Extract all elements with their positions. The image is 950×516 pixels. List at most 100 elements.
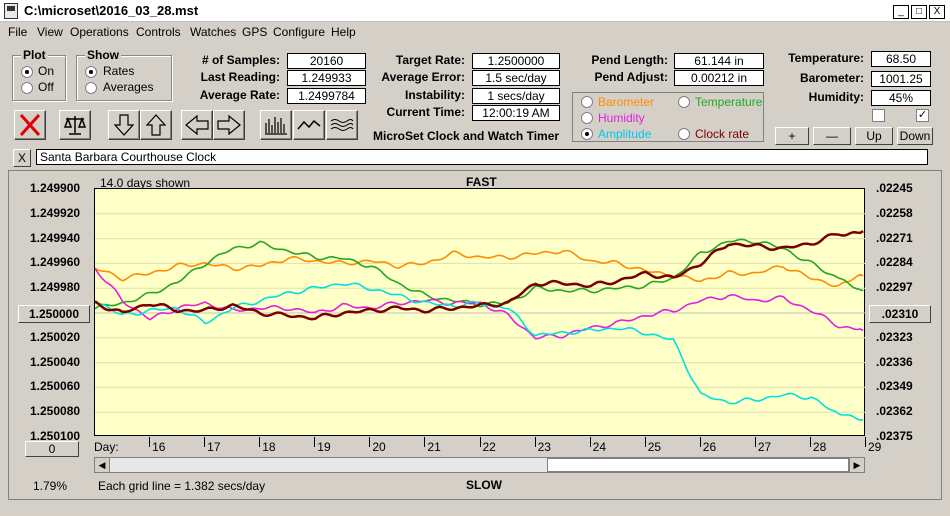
x-tick-label: 20 [372, 440, 386, 454]
x-tick-mark [424, 437, 426, 447]
x-tick-label: 24 [592, 440, 606, 454]
x-tick-label: 25 [647, 440, 662, 454]
plot-on-radio[interactable] [21, 66, 33, 78]
amplitude-radio[interactable] [581, 128, 593, 140]
y-right-tick: .02297 [876, 280, 913, 295]
series-line-2 [94, 268, 864, 340]
y-right-tick: .02336 [876, 354, 913, 369]
menu-help[interactable]: Help [331, 25, 356, 39]
samples-label: # of Samples: [201, 53, 280, 67]
barometer-label: Barometer: [799, 71, 864, 85]
x-tick-mark [204, 437, 206, 447]
x-tick-mark [809, 437, 811, 447]
scroll-thumb[interactable] [547, 458, 849, 472]
maximize-button[interactable]: □ [911, 5, 927, 19]
menu-file[interactable]: File [8, 25, 28, 39]
minimize-button[interactable]: _ [893, 5, 909, 19]
y-left-tick: 1.249900 [30, 181, 81, 195]
average-error-label: Average Error: [381, 70, 465, 84]
x-tick-mark [754, 437, 756, 447]
wave-plot-button[interactable] [326, 110, 358, 140]
amplitude-series-label: Amplitude [598, 127, 652, 141]
checkbox-right[interactable]: ✓ [916, 109, 929, 122]
arrow-left-button[interactable] [181, 110, 213, 140]
pend-length-label: Pend Length: [591, 53, 668, 67]
series-line-4 [94, 230, 864, 321]
x-tick-label: 22 [482, 440, 496, 454]
app-title-label: MicroSet Clock and Watch Timer [373, 129, 560, 143]
menu-operations[interactable]: Operations [70, 25, 129, 39]
plot-off-radio[interactable] [21, 82, 33, 94]
series-line-0 [94, 249, 864, 288]
minus-button[interactable]: — [813, 127, 851, 145]
balance-button[interactable] [59, 110, 91, 140]
y-left-tick: 1.250080 [30, 404, 81, 419]
temperature-label: Temperature: [788, 51, 864, 65]
clock-rate-radio[interactable] [678, 128, 690, 140]
y-left-tick: 1.250040 [30, 354, 81, 369]
days-shown-label: 14.0 days shown [100, 176, 191, 190]
scroll-left-arrow[interactable]: ◀ [95, 458, 110, 472]
line-plot-button[interactable] [293, 110, 325, 140]
red-x-icon [19, 113, 41, 137]
menu-configure[interactable]: Configure [273, 25, 326, 39]
x-tick-label: 17 [207, 440, 221, 454]
humidity-label: Humidity: [808, 90, 864, 104]
bar-plot-button[interactable] [260, 110, 292, 140]
menu-watches[interactable]: Watches [190, 25, 237, 39]
menu-view[interactable]: View [37, 25, 63, 39]
pend-adjust-label: Pend Adjust: [594, 70, 668, 84]
arrow-right-button[interactable] [213, 110, 245, 140]
x-tick-mark [369, 437, 371, 447]
x-tick-label: 21 [427, 440, 441, 454]
y-right-tick: .02349 [876, 379, 913, 394]
y-left-tick: 1.250100 [30, 429, 81, 443]
clear-clock-name-button[interactable]: X [13, 149, 31, 167]
show-rates-radio[interactable] [85, 66, 97, 78]
menu-gps[interactable]: GPS [242, 25, 268, 39]
arrow-up-icon [145, 114, 167, 136]
y-right-tick: .02245 [876, 181, 913, 195]
menu-controls[interactable]: Controls [136, 25, 181, 39]
average-rate-value: 1.2499784 [287, 88, 366, 104]
horizontal-scrollbar[interactable]: ◀ ▶ [94, 457, 865, 473]
y-right-tick: .02375 [876, 429, 913, 443]
x-tick-label: 27 [757, 440, 772, 454]
instability-label: Instability: [404, 88, 465, 102]
plot-area [94, 188, 866, 436]
show-averages-radio[interactable] [85, 82, 97, 94]
x-tick-mark [314, 437, 316, 447]
humidity-series-label: Humidity [598, 111, 645, 125]
center-left-button[interactable]: 1.250000 [18, 305, 90, 323]
plus-button[interactable]: + [775, 127, 809, 145]
center-right-button[interactable]: .02310 [869, 305, 931, 323]
humidity-radio[interactable] [581, 112, 593, 124]
arrow-down-button[interactable] [108, 110, 140, 140]
y-right-tick: .02362 [876, 404, 913, 419]
stop-button[interactable] [14, 110, 46, 140]
show-group: Show [76, 48, 172, 101]
y-left-tick: 1.250020 [30, 329, 81, 344]
clock-name-field[interactable]: Santa Barbara Courthouse Clock [36, 149, 928, 165]
last-reading-value: 1.249933 [287, 70, 366, 86]
clock-rate-series-label: Clock rate [695, 127, 750, 141]
x-tick-label: 19 [317, 440, 331, 454]
plot-group-title: Plot [21, 48, 48, 62]
temperature-radio[interactable] [678, 96, 690, 108]
current-time-label: Current Time: [386, 105, 465, 119]
balance-scale-icon [63, 116, 87, 135]
barometer-radio[interactable] [581, 96, 593, 108]
up-button[interactable]: Up [855, 127, 893, 145]
x-tick-mark [865, 437, 866, 447]
arrow-up-button[interactable] [140, 110, 172, 140]
scroll-right-arrow[interactable]: ▶ [849, 458, 864, 472]
percent-label: 1.79% [33, 479, 68, 493]
zero-button[interactable]: 0 [25, 441, 79, 457]
average-error-value: 1.5 sec/day [472, 70, 560, 86]
close-window-button[interactable]: X [929, 5, 945, 19]
down-button[interactable]: Down [897, 127, 933, 145]
checkbox-left[interactable] [872, 109, 885, 122]
x-tick-mark [644, 437, 646, 447]
x-tick-mark [259, 437, 261, 447]
